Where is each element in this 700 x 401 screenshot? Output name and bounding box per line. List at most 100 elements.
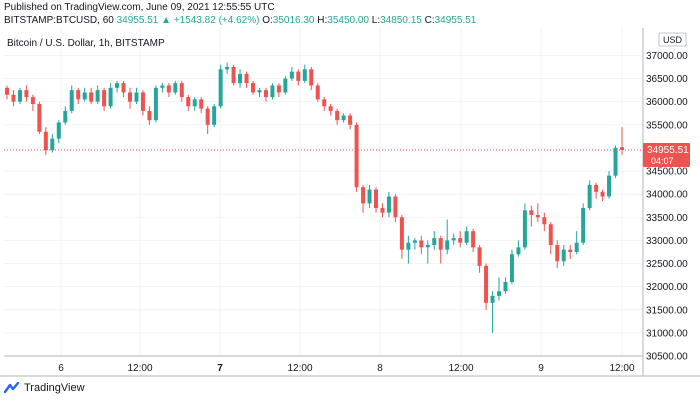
candle-body (516, 247, 521, 255)
candle-body (542, 217, 547, 225)
y-tick-label: 35500.00 (646, 120, 688, 131)
candle-body (535, 214, 540, 218)
candle-body (412, 240, 417, 243)
candle-body (140, 92, 145, 111)
candle-body (244, 73, 249, 84)
candle-body (102, 90, 107, 107)
candle-body (341, 115, 346, 121)
candle-body (30, 97, 35, 104)
candle-body (5, 87, 9, 95)
x-tick-label: 7 (217, 363, 223, 374)
candle-body (548, 224, 553, 246)
candle-body (406, 242, 411, 250)
y-tick-label: 36500.00 (646, 74, 688, 85)
low-value: 34850.15 (380, 15, 422, 26)
candle-body (95, 90, 100, 102)
high-label: H: (317, 15, 328, 26)
candle-body (76, 90, 81, 100)
candle-body (147, 110, 152, 121)
candle-body (276, 85, 281, 93)
y-tick-label: 32500.00 (646, 259, 688, 270)
footer: TradingView (4, 382, 85, 394)
y-tick-label: 37000.00 (646, 51, 688, 62)
candle-body (484, 265, 489, 303)
header: Published on TradingView.com, June 09, 2… (0, 0, 700, 28)
ohlc-readout: BITSTAMP:BTCUSD, 60 34955.51 ▲ +1543.82 … (4, 15, 476, 26)
y-tick-label: 31500.00 (646, 305, 688, 316)
candle-body (302, 69, 307, 81)
candle-body (225, 67, 230, 70)
candle-body (231, 67, 236, 84)
candle-body (270, 85, 275, 98)
x-tick-label: 12:00 (609, 363, 634, 374)
change-arrow-icon: ▲ (161, 15, 172, 26)
candle-body (115, 83, 120, 88)
last-price-tag (643, 142, 690, 167)
candle-body (380, 208, 385, 213)
candle-body (509, 254, 514, 283)
tradingview-logo-icon (4, 382, 20, 394)
candle-body (458, 238, 463, 243)
candle-body (445, 240, 450, 250)
candle-body (425, 245, 430, 248)
candle-body (56, 122, 61, 139)
chart-title: Bitcoin / U.S. Dollar, 1h, BITSTAMP (7, 38, 165, 49)
candle-body (386, 196, 391, 213)
candle-body (503, 282, 508, 292)
candle-body (315, 85, 320, 100)
last-price-countdown: 04:07 (651, 156, 674, 166)
candle-body (50, 138, 55, 151)
candle-body (238, 73, 243, 84)
x-tick-label: 9 (538, 363, 544, 374)
candle-body (607, 175, 612, 197)
candle-body (399, 217, 404, 250)
candle-body (555, 245, 560, 262)
last-price: 34955.51 (116, 15, 159, 26)
candle-body (581, 208, 586, 243)
candle-body (17, 90, 22, 102)
candle-body (11, 94, 16, 102)
candle-body (82, 92, 87, 100)
candle-body (205, 108, 210, 125)
candle-body (328, 106, 333, 111)
close-label: C: (424, 15, 435, 26)
candle-body (186, 97, 191, 107)
candle-body (173, 83, 178, 93)
candle-body (166, 85, 171, 93)
y-tick-label: 33500.00 (646, 213, 688, 224)
footer-brand: TradingView (24, 382, 85, 394)
candle-body (160, 85, 165, 88)
candle-body (348, 115, 353, 125)
candle-body (367, 189, 372, 204)
candle-body (361, 187, 366, 204)
candle-body (620, 147, 624, 150)
candle-body (89, 92, 94, 102)
candle-body (63, 110, 68, 123)
candle-body (251, 83, 255, 93)
candle-body (289, 71, 294, 79)
x-tick-label: 12:00 (287, 363, 312, 374)
candle-body (522, 210, 527, 248)
change-value: +1543.82 (+4.62%) (173, 15, 260, 26)
candle-body (108, 87, 113, 107)
candle-body (192, 99, 197, 107)
candle-body (613, 147, 618, 176)
candle-body (574, 242, 579, 252)
x-tick-label: 8 (377, 363, 383, 374)
candle-body (128, 92, 132, 102)
currency-label: USD (663, 35, 683, 45)
candle-body (497, 291, 501, 296)
candle-body (471, 231, 476, 248)
candle-body (153, 87, 158, 121)
candle-body (594, 184, 599, 192)
candle-body (199, 99, 204, 109)
candle-body (561, 249, 566, 262)
candle-body (134, 92, 139, 102)
candle-body (69, 90, 74, 111)
candle-body (24, 90, 29, 98)
candle-body (354, 124, 359, 188)
candle-body (477, 247, 482, 266)
last-price-tag-value: 34955.51 (647, 145, 689, 156)
x-tick-label: 12:00 (127, 363, 152, 374)
